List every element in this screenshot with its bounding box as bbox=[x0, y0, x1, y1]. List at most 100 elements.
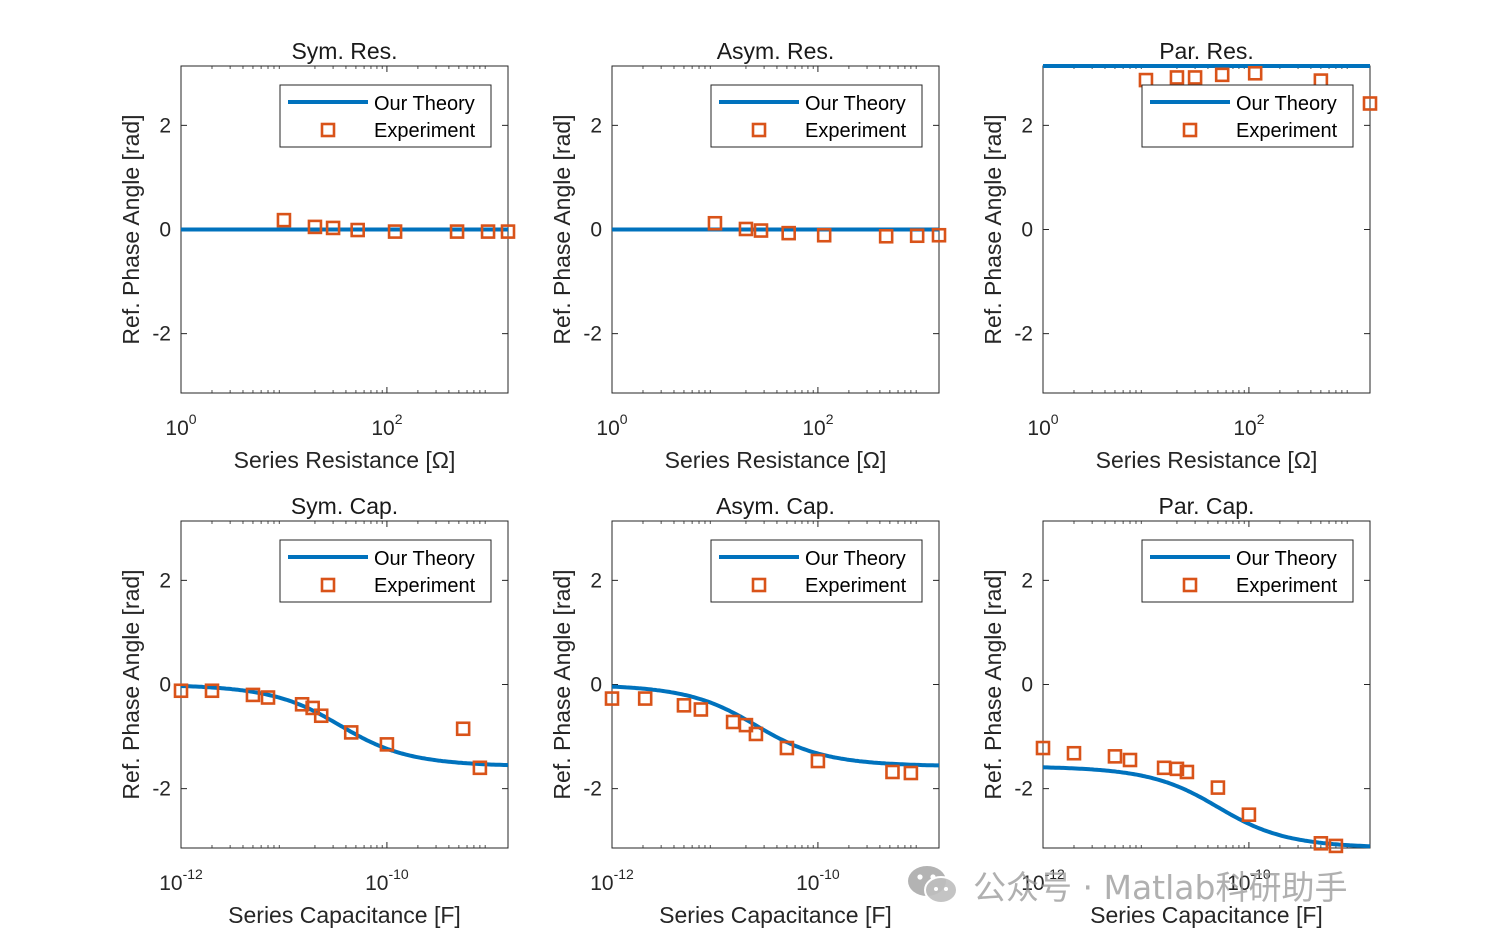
experiment-marker bbox=[350, 222, 365, 238]
experiment-marker bbox=[307, 219, 323, 235]
y-tick-label: 0 bbox=[159, 674, 171, 697]
experiment-marker bbox=[676, 698, 692, 713]
experiment-marker bbox=[878, 228, 894, 244]
experiment-marker bbox=[1187, 70, 1203, 85]
legend-box bbox=[710, 84, 923, 148]
subplot: 10-12 10-10 -2 0 2 Sym. Cap. Series Capacitanc… bbox=[118, 493, 509, 928]
legend-box bbox=[710, 539, 923, 603]
subplot: 10-12 10-10 -2 0 2 Par. Cap. Series Capacitanc… bbox=[980, 493, 1371, 928]
subplot: 100 102 -2 0 2 Sym. Res. Series Resistance [Ω]… bbox=[118, 38, 516, 473]
legend-marker-swatch bbox=[751, 122, 767, 138]
y-tick-label: 2 bbox=[590, 569, 602, 592]
legend: Our Theory Experiment bbox=[710, 84, 923, 148]
subplot-title: Sym. Res. bbox=[291, 38, 397, 64]
experiment-marker bbox=[810, 753, 826, 769]
x-axis-label: Series Capacitance [F] bbox=[1090, 902, 1323, 928]
experiment-marker bbox=[1313, 836, 1329, 851]
y-tick-label: 2 bbox=[159, 114, 171, 137]
y-axis-label: Ref. Phase Angle [rad] bbox=[118, 114, 144, 344]
experiment-marker bbox=[500, 224, 516, 239]
experiment-marker bbox=[1210, 780, 1226, 795]
experiment-marker bbox=[379, 737, 395, 752]
y-axis-label: Ref. Phase Angle [rad] bbox=[549, 569, 575, 799]
y-tick-label: -2 bbox=[1014, 323, 1033, 346]
x-tick-label: 102 bbox=[802, 411, 833, 440]
experiment-marker bbox=[472, 760, 488, 776]
experiment-marker bbox=[387, 224, 403, 239]
experiment-marker bbox=[604, 691, 620, 706]
y-tick-label: 0 bbox=[590, 219, 602, 242]
experiment-marker bbox=[294, 696, 310, 712]
x-tick-label: 102 bbox=[1233, 411, 1264, 440]
legend-marker-swatch bbox=[320, 122, 336, 138]
experiment-marker bbox=[1169, 761, 1185, 777]
experiment-marker bbox=[276, 212, 292, 228]
experiment-marker bbox=[343, 725, 359, 740]
x-axis-label: Series Resistance [Ω] bbox=[1096, 447, 1318, 473]
y-tick-label: 2 bbox=[590, 114, 602, 137]
legend-box bbox=[1141, 539, 1354, 603]
y-axis-label: Ref. Phase Angle [rad] bbox=[980, 114, 1006, 344]
experiment-marker bbox=[903, 765, 919, 781]
experiment-marker bbox=[816, 227, 832, 243]
experiment-marker bbox=[909, 228, 925, 244]
experiment-marker bbox=[313, 708, 329, 724]
y-tick-label: 2 bbox=[1021, 114, 1033, 137]
y-tick-label: 0 bbox=[1021, 674, 1033, 697]
experiment-marker bbox=[1066, 745, 1082, 761]
y-tick-label: 0 bbox=[159, 219, 171, 242]
legend-marker-swatch bbox=[1182, 577, 1198, 593]
y-axis-label: Ref. Phase Angle [rad] bbox=[980, 569, 1006, 799]
legend-marker-swatch bbox=[320, 577, 336, 593]
y-tick-label: -2 bbox=[583, 778, 602, 801]
experiment-marker bbox=[1247, 65, 1263, 81]
experiment-marker bbox=[204, 683, 220, 699]
experiment-marker bbox=[885, 764, 900, 780]
experiment-marker bbox=[1241, 807, 1257, 822]
experiment-marker bbox=[1035, 740, 1051, 756]
experiment-marker bbox=[707, 215, 723, 231]
y-tick-label: -2 bbox=[152, 323, 171, 346]
x-tick-label: 102 bbox=[371, 411, 402, 440]
subplot-title: Par. Res. bbox=[1159, 38, 1254, 64]
legend-label: Our Theory bbox=[805, 93, 906, 115]
experiment-marker bbox=[1179, 764, 1195, 780]
experiment-marker bbox=[1214, 67, 1230, 83]
x-tick-label: 10-12 bbox=[159, 866, 203, 895]
subplot-title: Asym. Cap. bbox=[716, 493, 835, 519]
experiment-marker bbox=[1107, 749, 1123, 764]
legend-label: Experiment bbox=[805, 575, 907, 597]
legend-label: Our Theory bbox=[805, 548, 906, 570]
y-tick-label: 2 bbox=[159, 569, 171, 592]
subplot: 100 102 -2 0 2 Par. Res. Series Resistance [Ω]… bbox=[980, 38, 1378, 473]
experiment-marker bbox=[1362, 96, 1378, 111]
experiment-marker bbox=[748, 726, 764, 742]
x-tick-label: 10-10 bbox=[1227, 866, 1271, 895]
experiment-marker bbox=[245, 687, 261, 703]
subplot: 100 102 -2 0 2 Asym. Res. Series Resistance [Ω… bbox=[549, 38, 947, 473]
legend-label: Our Theory bbox=[1236, 548, 1337, 570]
legend: Our Theory Experiment bbox=[279, 84, 492, 148]
x-axis-label: Series Capacitance [F] bbox=[228, 902, 461, 928]
subplot: 10-12 10-10 -2 0 2 Asym. Cap. Series Capacitan… bbox=[549, 493, 940, 928]
experiment-marker bbox=[779, 740, 795, 756]
experiment-marker bbox=[753, 223, 769, 238]
x-tick-label: 10-10 bbox=[796, 866, 840, 895]
x-axis-label: Series Resistance [Ω] bbox=[234, 447, 456, 473]
legend-label: Experiment bbox=[1236, 575, 1338, 597]
experiment-marker bbox=[173, 683, 189, 699]
experiment-marker bbox=[1169, 70, 1185, 85]
legend: Our Theory Experiment bbox=[1141, 84, 1354, 148]
experiment-marker bbox=[325, 220, 341, 236]
legend: Our Theory Experiment bbox=[1141, 539, 1354, 603]
legend-label: Experiment bbox=[374, 120, 476, 142]
subplot-title: Sym. Cap. bbox=[291, 493, 398, 519]
subplot-title: Par. Cap. bbox=[1159, 493, 1255, 519]
x-tick-label: 10-12 bbox=[590, 866, 634, 895]
theory-line bbox=[611, 684, 939, 768]
legend-label: Experiment bbox=[805, 120, 907, 142]
experiment-marker bbox=[738, 717, 754, 733]
legend-label: Our Theory bbox=[1236, 93, 1337, 115]
legend-label: Our Theory bbox=[374, 548, 475, 570]
x-tick-label: 100 bbox=[165, 411, 196, 440]
